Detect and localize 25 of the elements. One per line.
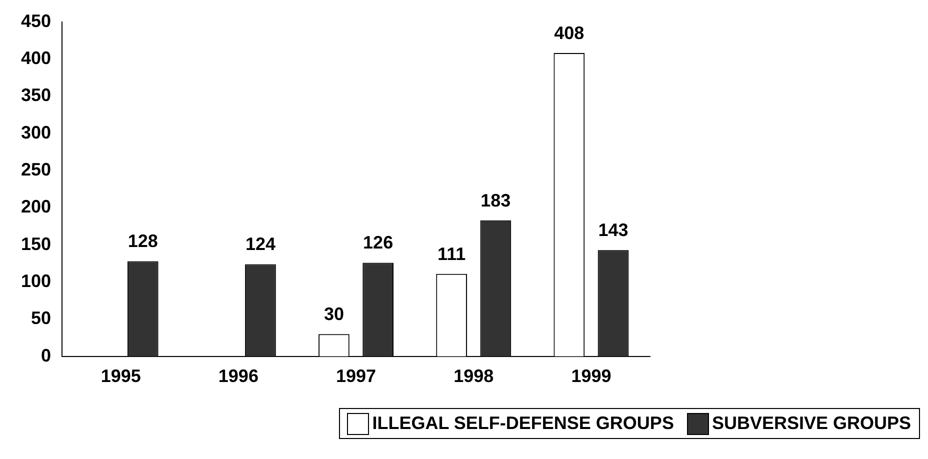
x-tick-label: 1997: [336, 366, 376, 386]
data-label: 111: [438, 244, 466, 264]
y-tick-label: 100: [20, 271, 52, 292]
y-tick-label: 250: [20, 159, 52, 180]
y-tick-label: 0: [41, 345, 52, 366]
data-label: 143: [598, 220, 628, 240]
x-tick-label: 1999: [571, 366, 612, 386]
y-tick-label: 300: [20, 122, 52, 142]
data-label: 124: [245, 234, 276, 254]
x-tick-label: 1995: [100, 366, 141, 386]
data-label: 408: [554, 23, 584, 43]
data-label: 183: [480, 190, 511, 210]
data-label: 30: [324, 304, 344, 324]
legend-label: SUBVERSIVE GROUPS: [712, 413, 911, 434]
y-tick-label: 400: [20, 48, 52, 68]
x-tick-label: 1996: [218, 366, 258, 386]
y-tick-label: 350: [20, 85, 52, 106]
data-label: 126: [363, 232, 394, 253]
y-tick-label: 50: [31, 308, 52, 328]
y-tick-label: 450: [20, 10, 52, 31]
y-tick-label: 150: [20, 234, 52, 254]
data-label: 128: [128, 231, 158, 252]
legend-label: ILLEGAL SELF-DEFENSE GROUPS: [372, 413, 674, 434]
y-tick-label: 200: [20, 196, 52, 217]
x-tick-label: 1998: [454, 366, 494, 386]
